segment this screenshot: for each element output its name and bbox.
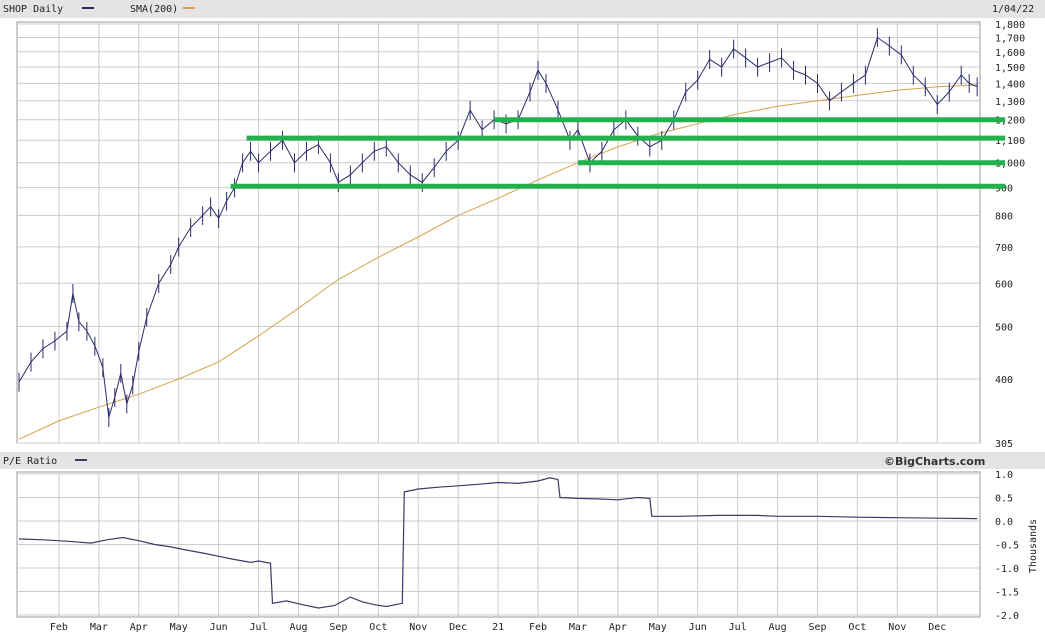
x-axis: Feb Mar Apr May Jun Jul Aug Sep Oct Nov Dec 21 Feb Ma… bbox=[50, 622, 946, 633]
support-lines bbox=[230, 117, 1006, 189]
price-y-tick-label: 1,000 bbox=[995, 159, 1025, 170]
price-y-tick-label: 800 bbox=[995, 211, 1013, 222]
brand-label: ©BigCharts.com bbox=[884, 455, 985, 468]
price-y-tick-label: 1,100 bbox=[995, 136, 1025, 147]
x-tick-label: Feb bbox=[50, 622, 68, 633]
x-tick-label: Apr bbox=[609, 622, 627, 633]
price-y-tick-label: 1,300 bbox=[995, 97, 1025, 108]
x-tick-label: Mar bbox=[90, 622, 108, 633]
x-tick-label: Aug bbox=[769, 622, 787, 633]
x-tick-label: Oct bbox=[848, 622, 866, 633]
price-y-axis: 305 400 500 600 700 800 900 1,000 1,100 1,200 1,30… bbox=[995, 20, 1025, 450]
pe-y-tick-label: -2.0 bbox=[995, 611, 1019, 622]
pe-y-tick-label: -1.5 bbox=[995, 588, 1019, 599]
price-y-tick-label: 1,400 bbox=[995, 79, 1025, 90]
x-tick-label: Mar bbox=[569, 622, 587, 633]
x-tick-label: Nov bbox=[888, 622, 906, 633]
pe-header-bar bbox=[0, 452, 1045, 469]
x-tick-label: Dec bbox=[449, 622, 467, 633]
x-tick-label: Dec bbox=[928, 622, 946, 633]
price-y-tick-label: 1,800 bbox=[995, 20, 1025, 31]
x-tick-label: Jun bbox=[689, 622, 707, 633]
pe-y-tick-label: 1.0 bbox=[995, 470, 1013, 481]
pe-y-unit-label: Thousands bbox=[1028, 519, 1039, 573]
pe-y-axis: 1.0 0.5 0.0 -0.5 -1.0 -1.5 -2.0 bbox=[995, 470, 1019, 622]
price-y-tick-label: 400 bbox=[995, 375, 1013, 386]
x-tick-label: May bbox=[649, 622, 667, 633]
price-header-bar bbox=[0, 0, 1045, 18]
x-tick-label: Feb bbox=[529, 622, 547, 633]
pe-ratio-line bbox=[18, 477, 978, 609]
price-y-tick-label: 900 bbox=[995, 184, 1013, 195]
x-tick-label: May bbox=[170, 622, 188, 633]
date-label: 1/04/22 bbox=[992, 4, 1034, 15]
x-tick-label: Sep bbox=[808, 622, 826, 633]
x-tick-label: Jul bbox=[729, 622, 747, 633]
x-tick-label: Nov bbox=[409, 622, 427, 633]
price-y-tick-label: 500 bbox=[995, 322, 1013, 333]
pe-y-tick-label: 0.0 bbox=[995, 517, 1013, 528]
x-tick-label: Apr bbox=[130, 622, 148, 633]
pe-y-tick-label: -0.5 bbox=[995, 541, 1019, 552]
x-tick-label: Oct bbox=[369, 622, 387, 633]
pe-label: P/E Ratio bbox=[3, 456, 57, 467]
sma-label: SMA(200) bbox=[130, 4, 178, 15]
price-y-tick-label: 600 bbox=[995, 279, 1013, 290]
x-tick-label: 21 bbox=[492, 622, 504, 633]
sma-200-line bbox=[18, 84, 978, 440]
price-y-tick-label: 700 bbox=[995, 243, 1013, 254]
x-tick-label: Aug bbox=[289, 622, 307, 633]
x-tick-label: Jul bbox=[250, 622, 268, 633]
x-tick-label: Sep bbox=[329, 622, 347, 633]
price-y-tick-label: 1,700 bbox=[995, 33, 1025, 44]
pe-grid bbox=[17, 472, 980, 617]
x-tick-label: Jun bbox=[210, 622, 228, 633]
pe-y-tick-label: 0.5 bbox=[995, 494, 1013, 505]
price-y-tick-label: 305 bbox=[995, 439, 1013, 450]
symbol-label: SHOP Daily bbox=[3, 4, 63, 15]
price-y-tick-label: 1,600 bbox=[995, 48, 1025, 59]
price-y-tick-label: 1,200 bbox=[995, 116, 1025, 127]
price-y-tick-label: 1,500 bbox=[995, 63, 1025, 74]
pe-y-tick-label: -1.0 bbox=[995, 564, 1019, 575]
